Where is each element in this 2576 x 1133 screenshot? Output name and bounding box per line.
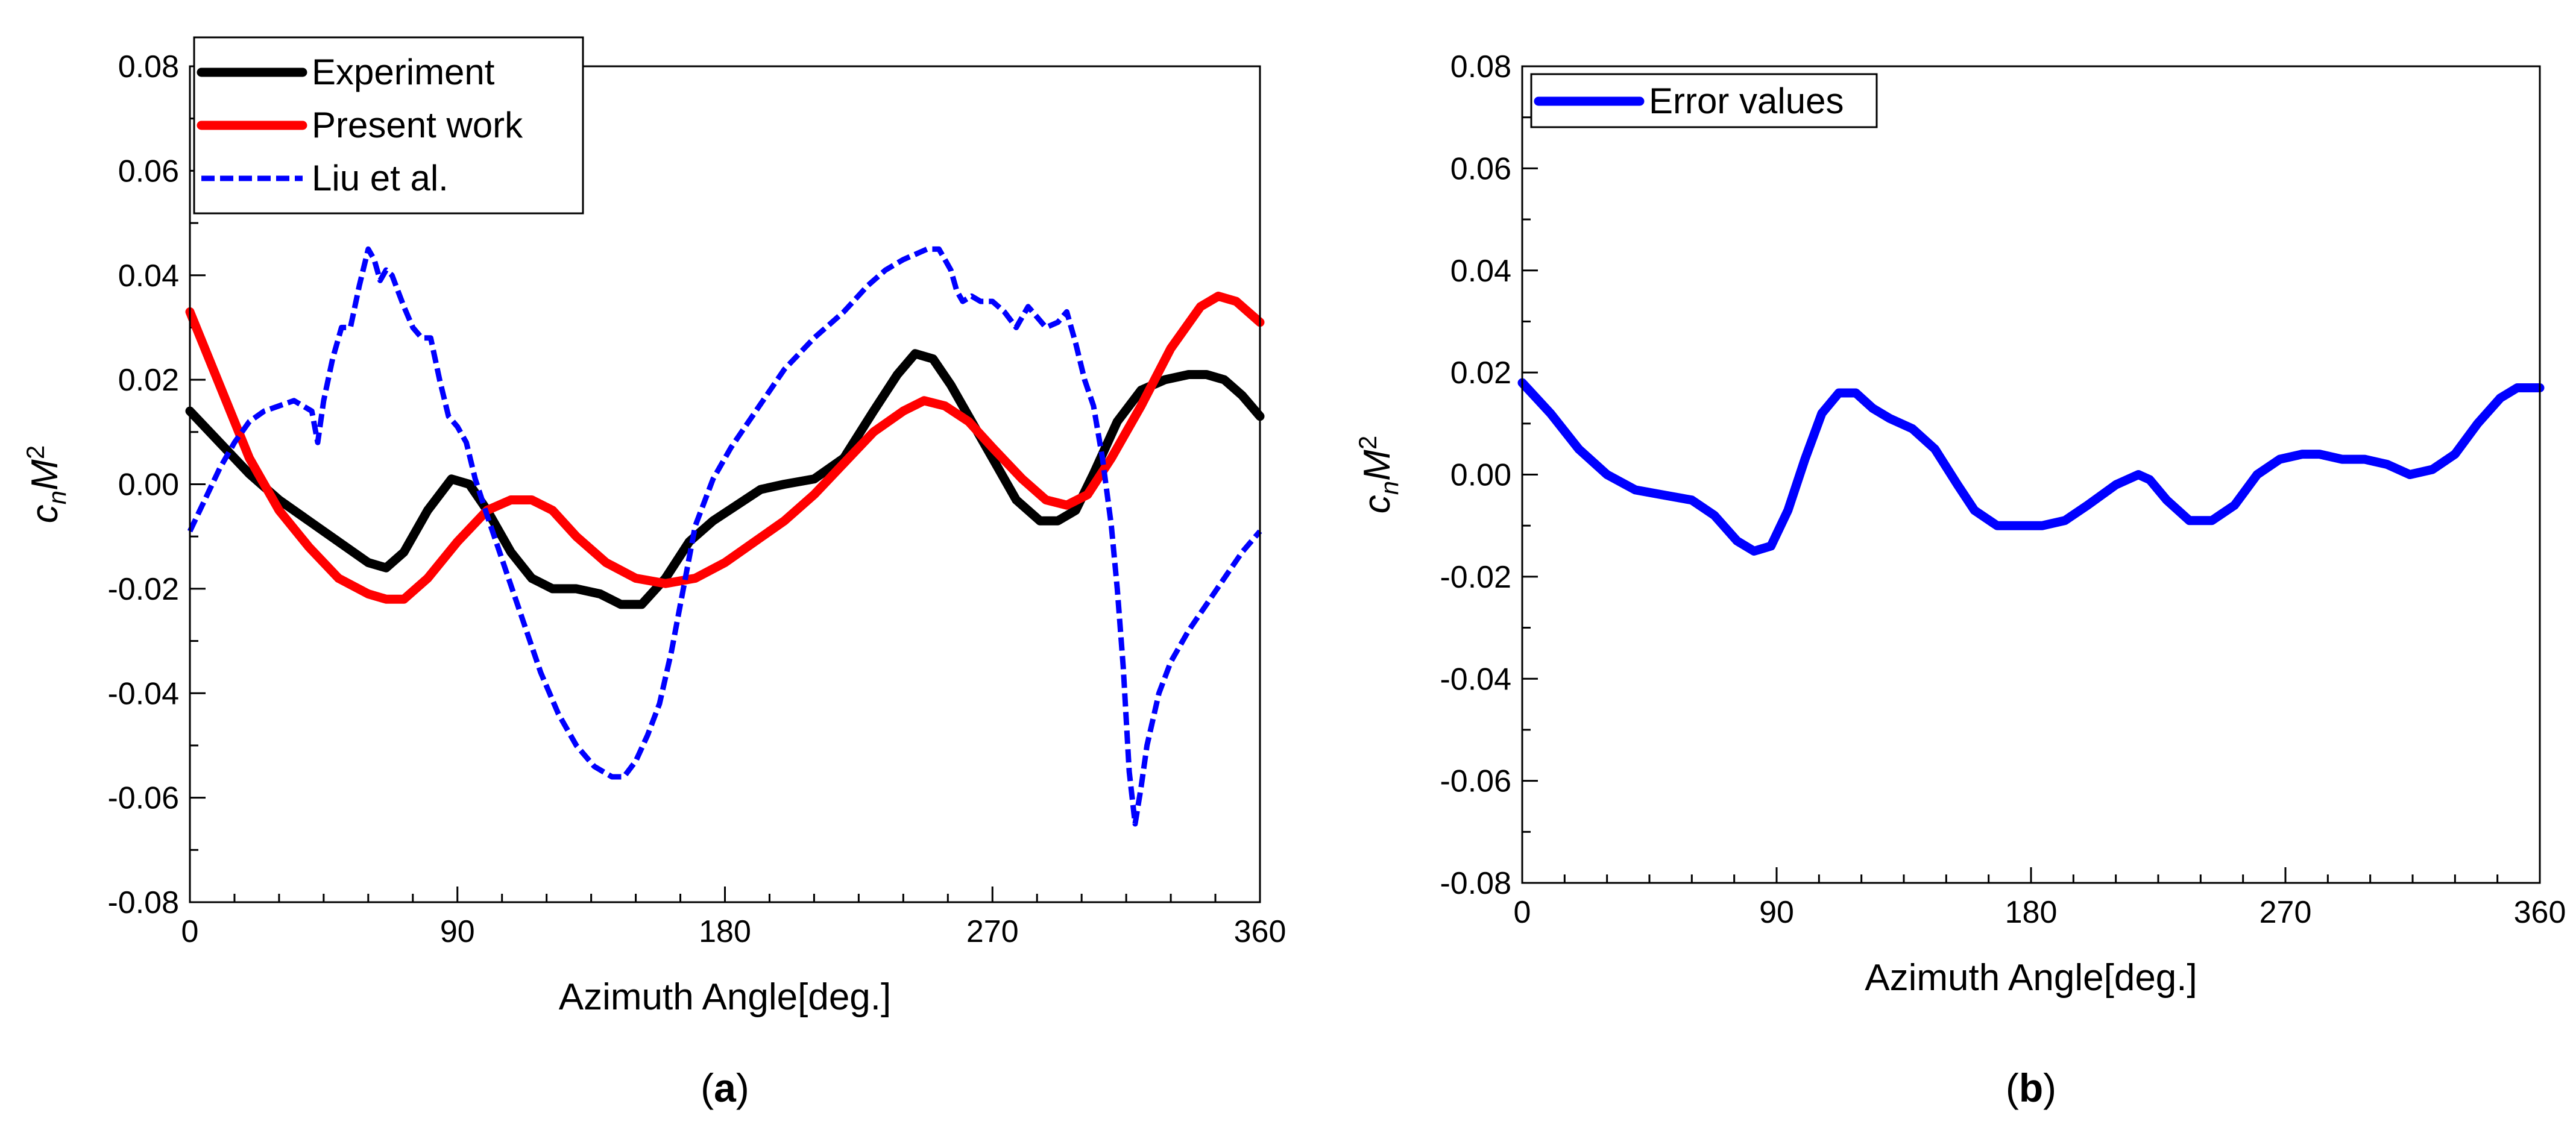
panel-b-legend: Error values xyxy=(1530,73,1878,128)
panel-b-series xyxy=(1517,378,2545,556)
panel-b-chart: -0.08 -0.06 -0.04 -0.02 0.00 0.02 0.04 0.06 0.08… xyxy=(1353,49,2566,1110)
series-line-liu-et-al xyxy=(187,246,1262,827)
panel-b-x-axis-label: Azimuth Angle[deg.] xyxy=(1865,957,2197,999)
series-line-experiment xyxy=(185,349,1265,609)
x-tick-label: 270 xyxy=(966,914,1019,949)
panel-a-x-axis-label: Azimuth Angle[deg.] xyxy=(559,976,891,1018)
ylabel-sup: 2 xyxy=(21,445,49,459)
panel-b-plot-frame xyxy=(1521,65,2541,884)
x-tick-label: 0 xyxy=(181,914,199,949)
x-tick-label: 90 xyxy=(1759,895,1794,930)
panel-a-chart: -0.08 -0.06 -0.04 -0.02 0.00 0.02 0.04 0.06 0.08… xyxy=(21,36,1286,1110)
panel-a-series xyxy=(185,246,1265,827)
panel-a-plot-frame xyxy=(189,65,1261,903)
series-line-present-work xyxy=(185,291,1265,604)
y-tick-label: 0.04 xyxy=(118,259,179,293)
ylabel-tail: M xyxy=(1356,450,1398,481)
y-tick-label: -0.04 xyxy=(1440,662,1511,697)
y-tick-label: -0.08 xyxy=(1440,866,1511,901)
legend-label: Present work xyxy=(312,105,523,145)
y-tick-label: 0.04 xyxy=(1450,254,1511,289)
y-tick-label: 0.06 xyxy=(1450,151,1511,186)
y-tick-label: 0.00 xyxy=(1450,458,1511,493)
y-tick-label: 0.02 xyxy=(118,363,179,398)
panel-a-ticks: -0.08 -0.06 -0.04 -0.02 0.00 0.02 0.04 0.06 0.08… xyxy=(107,49,1286,949)
ylabel-tail: M xyxy=(24,459,66,491)
x-tick-label: 180 xyxy=(2005,895,2058,930)
ylabel-main: c xyxy=(1356,495,1398,513)
ylabel-sub: n xyxy=(43,491,71,504)
series-line-error-values xyxy=(1517,378,2545,556)
panel-b-ticks: -0.08 -0.06 -0.04 -0.02 0.00 0.02 0.04 0.06 0.08… xyxy=(1440,49,2566,930)
x-tick-label: 360 xyxy=(2514,895,2566,930)
ylabel-main: c xyxy=(24,504,66,523)
panel-a-y-axis-label: cnM2 xyxy=(21,445,71,523)
y-tick-label: -0.02 xyxy=(1440,560,1511,595)
y-tick-label: -0.08 xyxy=(107,885,179,920)
ylabel-sub: n xyxy=(1375,481,1403,495)
y-tick-label: 0.06 xyxy=(118,154,179,189)
x-tick-label: 360 xyxy=(1234,914,1286,949)
y-tick-label: 0.02 xyxy=(1450,356,1511,391)
y-tick-label: -0.06 xyxy=(107,781,179,816)
panel-b-caption-letter: b xyxy=(2019,1066,2043,1110)
y-tick-label: 0.00 xyxy=(118,468,179,503)
panel-b-y-axis-label: cnM2 xyxy=(1353,436,1403,513)
y-tick-label: -0.04 xyxy=(107,676,179,711)
y-tick-label: -0.02 xyxy=(107,572,179,607)
legend-label: Error values xyxy=(1649,81,1844,121)
y-tick-label: 0.08 xyxy=(1450,49,1511,84)
panel-a-legend: Experiment Present work Liu et al. xyxy=(193,36,584,215)
legend-label: Liu et al. xyxy=(312,158,449,198)
x-tick-label: 90 xyxy=(440,914,475,949)
panel-a-caption: (a) xyxy=(701,1066,749,1110)
ylabel-sup: 2 xyxy=(1353,436,1382,450)
y-tick-label: -0.06 xyxy=(1440,764,1511,799)
legend-label: Experiment xyxy=(312,52,495,92)
y-tick-label: 0.08 xyxy=(118,49,179,84)
panel-a-caption-letter: a xyxy=(714,1066,737,1110)
panel-b-caption: (b) xyxy=(2006,1066,2056,1110)
x-tick-label: 180 xyxy=(699,914,751,949)
x-tick-label: 0 xyxy=(1514,895,1531,930)
x-tick-label: 270 xyxy=(2260,895,2312,930)
